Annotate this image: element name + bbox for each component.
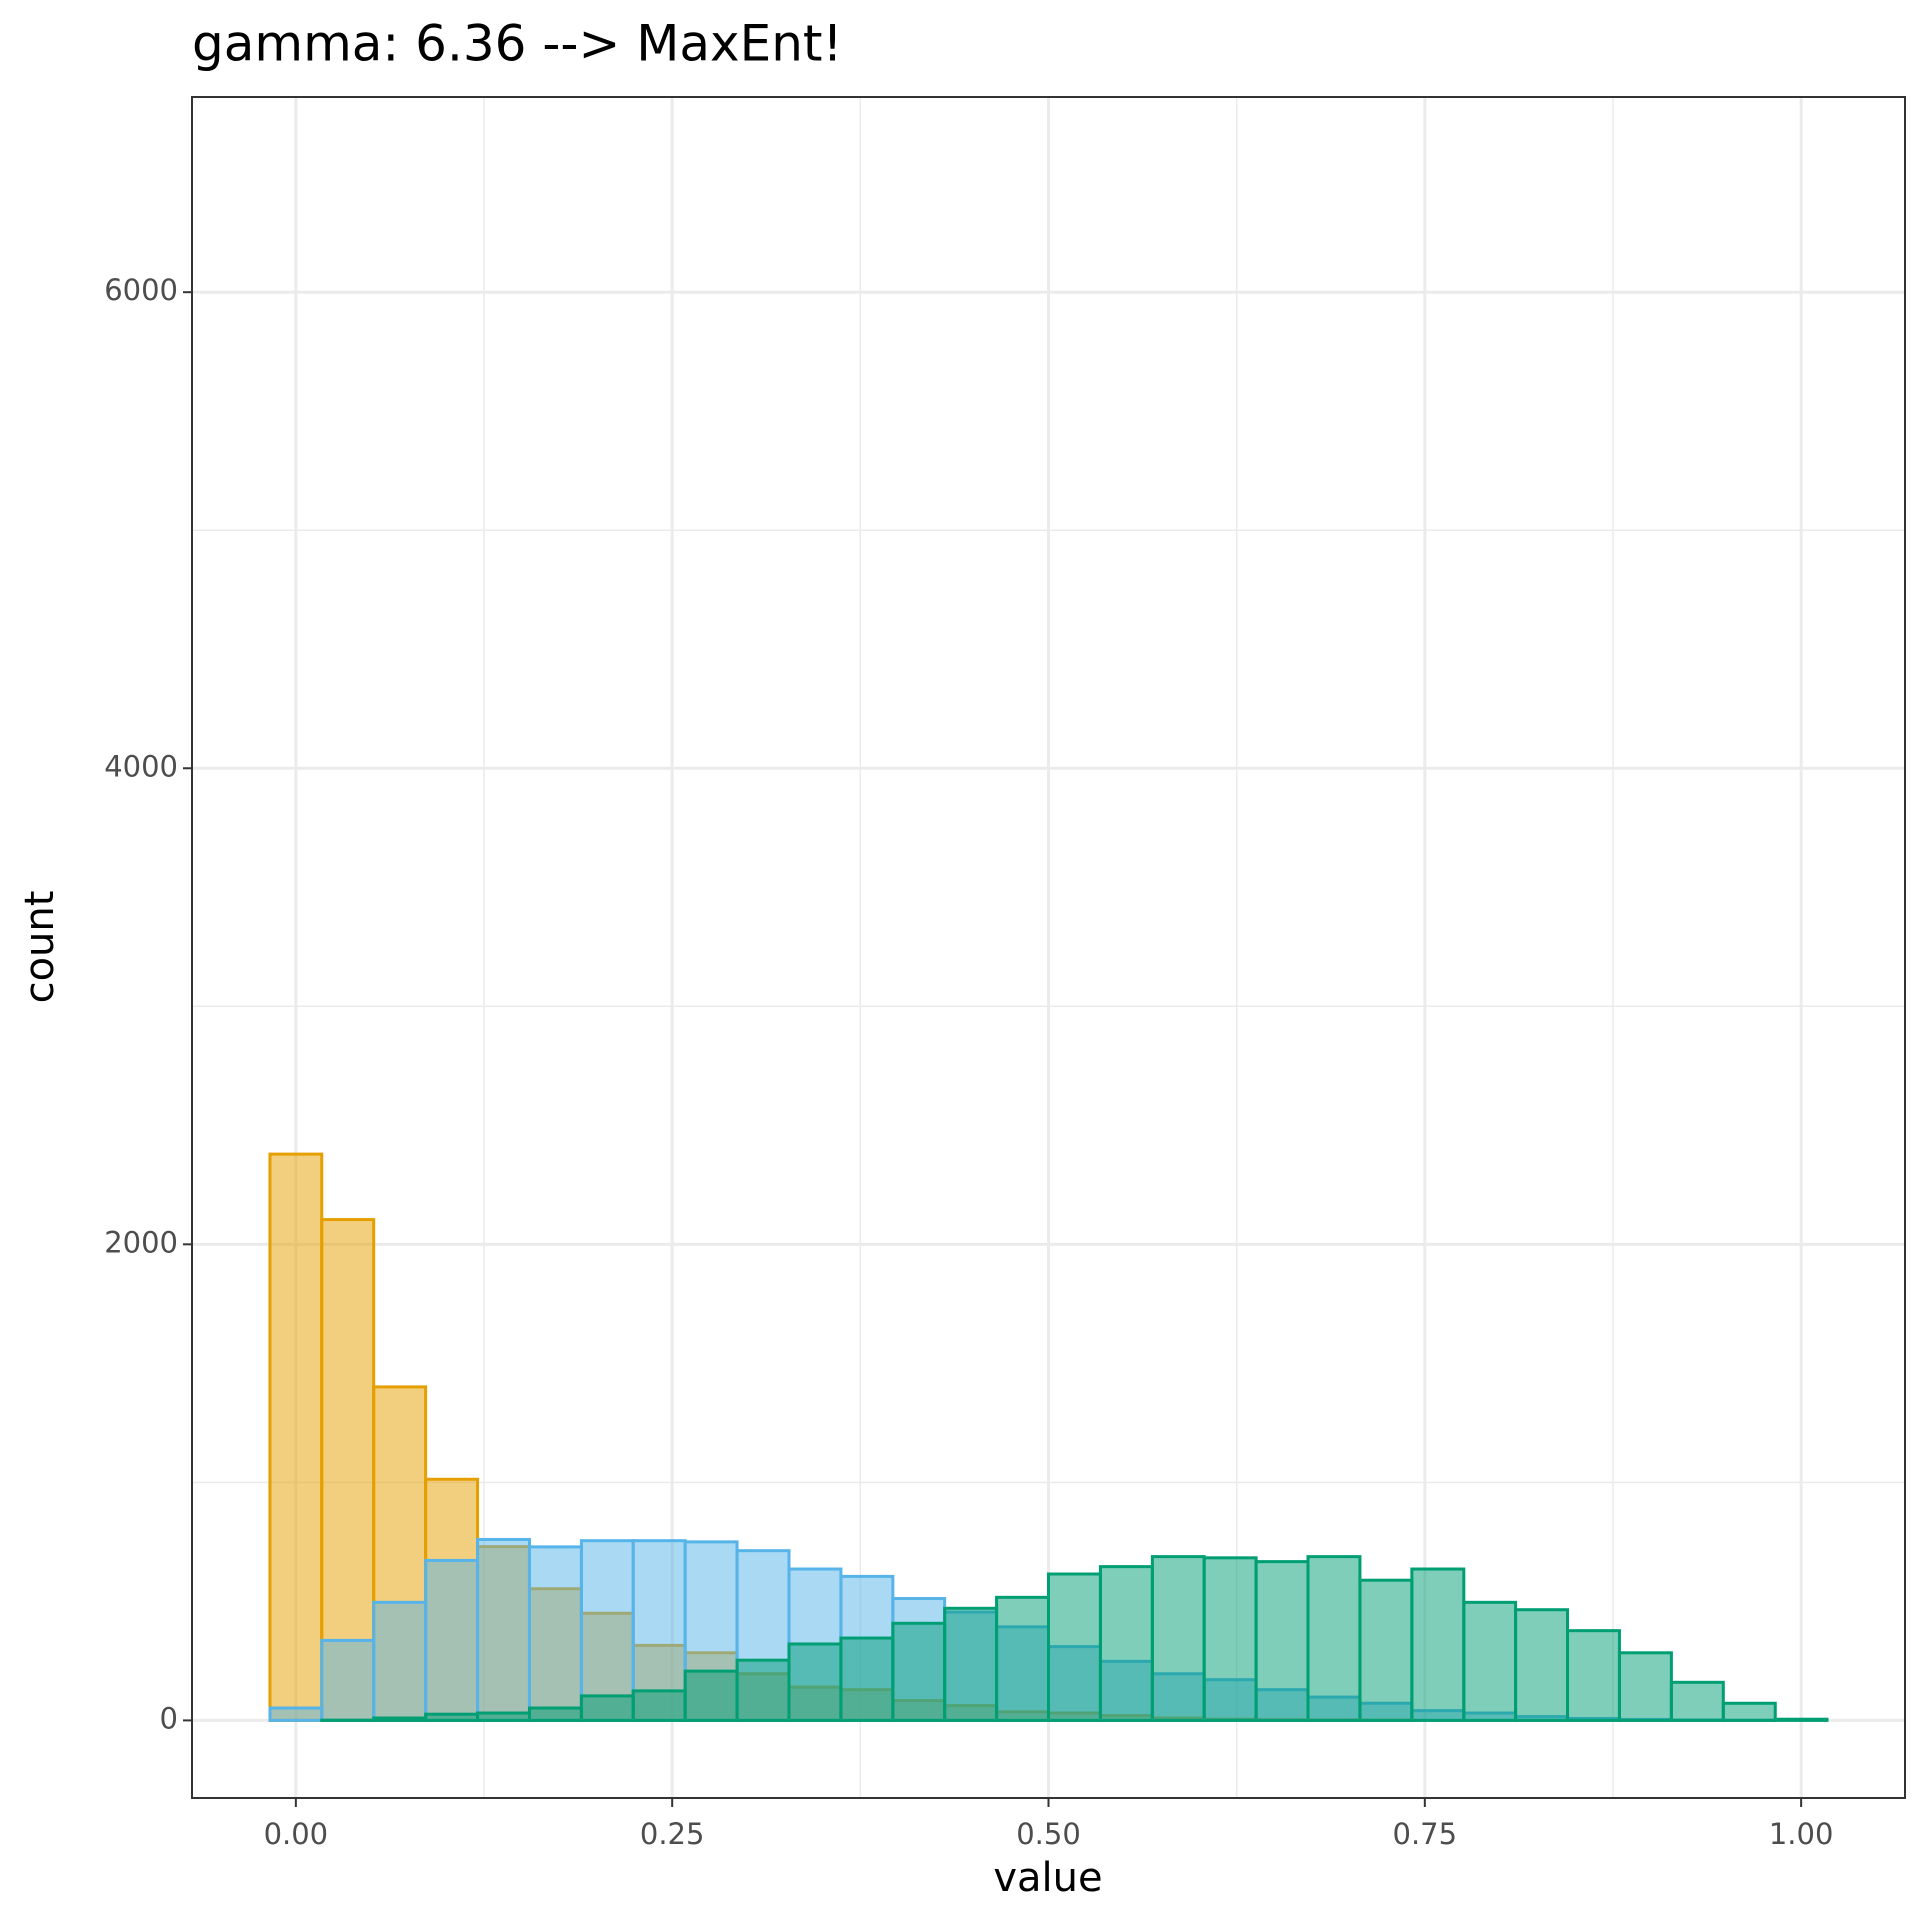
histogram-bar [268, 1152, 324, 1722]
histogram-bar [579, 1694, 635, 1722]
histogram-bar [735, 1658, 791, 1722]
histogram-bar [372, 1716, 428, 1722]
histogram-bar [1566, 1629, 1621, 1722]
histogram-bar [424, 1558, 480, 1722]
histogram-bar [320, 1638, 376, 1722]
histogram-bar [424, 1712, 480, 1722]
histogram-bar [476, 1537, 531, 1722]
histogram-bar [1514, 1608, 1570, 1722]
histogram-bar [1306, 1555, 1362, 1722]
y-tick-label: 0 [160, 1701, 178, 1735]
histogram-bar [839, 1636, 895, 1722]
histogram-bar [268, 1706, 324, 1722]
histogram-bar [891, 1621, 947, 1722]
histogram-bar [1773, 1717, 1829, 1722]
histogram-bar [1462, 1600, 1518, 1722]
histogram-bar [1098, 1565, 1154, 1722]
x-tick-label: 0.25 [640, 1817, 705, 1851]
histogram-bar [476, 1711, 531, 1722]
histogram-bar [579, 1539, 635, 1722]
y-tick-label: 2000 [104, 1225, 178, 1259]
histogram-bar [1617, 1651, 1673, 1722]
histogram-bar [683, 1669, 739, 1722]
histogram-bar [527, 1545, 583, 1722]
y-tick-label: 4000 [104, 749, 178, 783]
histogram-bar [631, 1689, 687, 1722]
histogram-bar [1150, 1555, 1206, 1722]
histogram-bar [1254, 1560, 1310, 1722]
panel-border [191, 96, 1906, 1799]
x-axis-title: value [993, 1855, 1102, 1901]
histogram-bar [1358, 1578, 1414, 1722]
y-tick-label: 6000 [104, 273, 178, 307]
histogram-bar [943, 1606, 999, 1722]
histogram-bar [527, 1706, 583, 1722]
histogram-bar [1047, 1572, 1102, 1722]
x-tick-label: 0.75 [1393, 1817, 1458, 1851]
histogram-bar [1410, 1567, 1466, 1722]
histogram-bar [372, 1600, 428, 1722]
chart-title: gamma: 6.36 --> MaxEnt! [192, 15, 843, 73]
histogram-bar [1721, 1701, 1777, 1722]
histogram-bar [787, 1642, 843, 1722]
histogram-bar [320, 1218, 376, 1722]
y-axis-title: count [17, 891, 63, 1004]
x-tick-label: 0.00 [264, 1817, 329, 1851]
histogram-bar [1669, 1680, 1725, 1722]
histogram-bar [995, 1595, 1051, 1722]
x-tick-label: 1.00 [1769, 1817, 1834, 1851]
x-tick-label: 0.50 [1016, 1817, 1081, 1851]
histogram-bar [1202, 1556, 1258, 1722]
